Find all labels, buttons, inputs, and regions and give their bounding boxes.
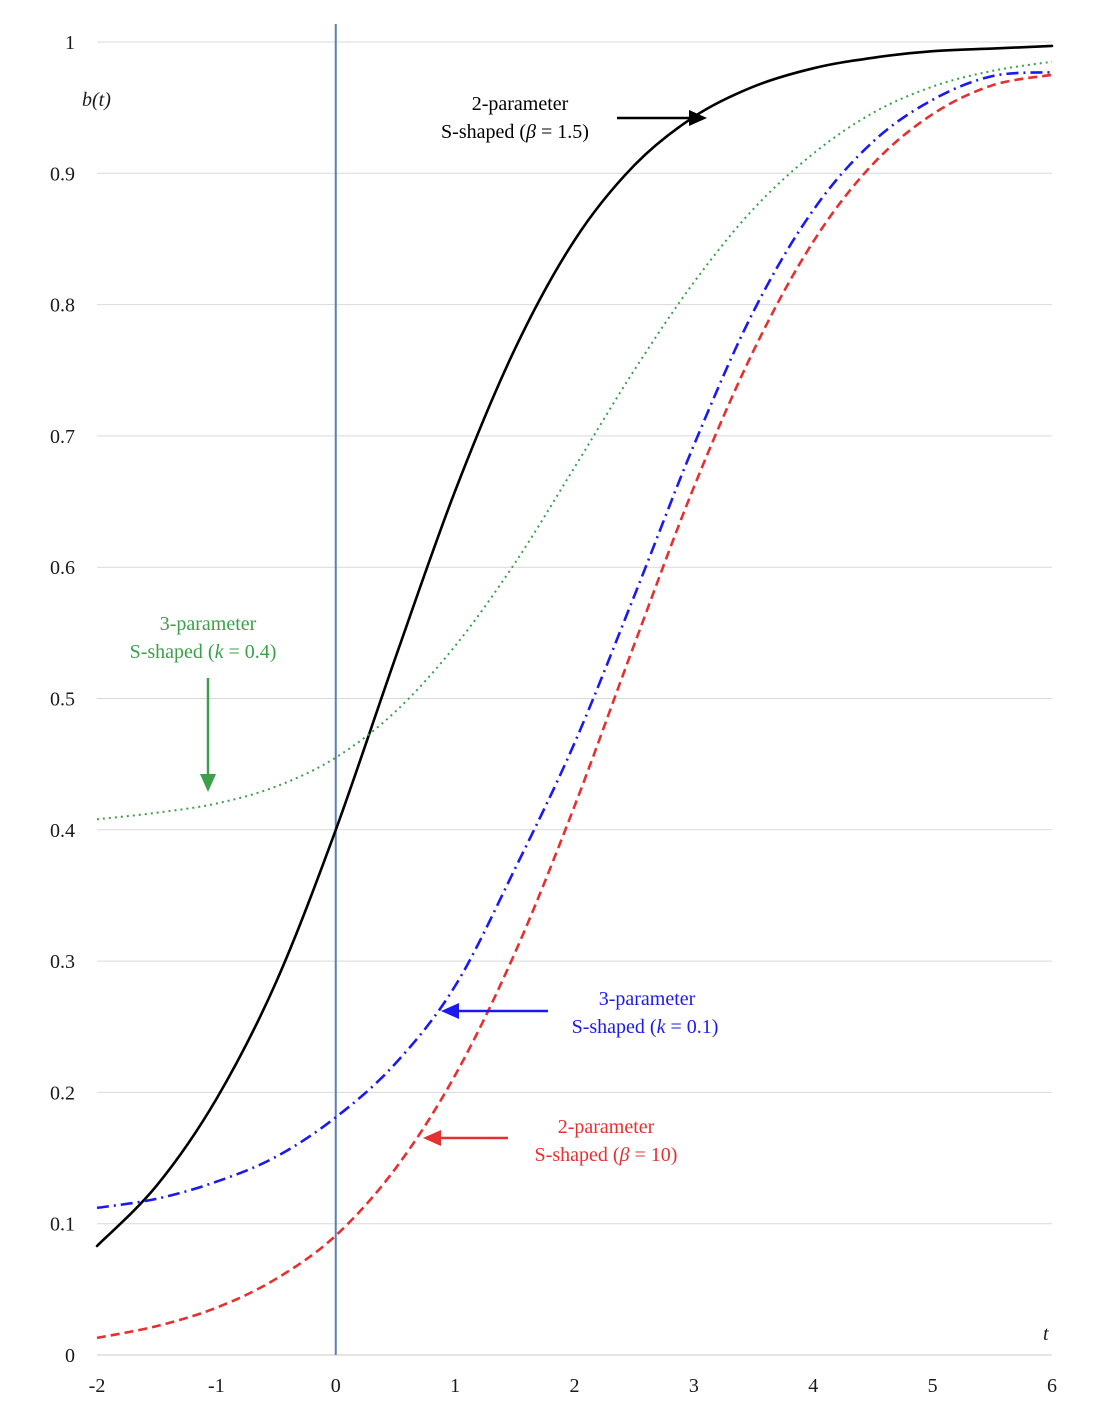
annotation-black: 2-parameter S-shaped (β = 1.5): [441, 93, 707, 143]
y-tick-label: 0.9: [50, 163, 75, 185]
series-black-solid: [95, 44, 1054, 1248]
x-tick-label: 0: [331, 1375, 341, 1397]
y-axis-ticks: 0 0.1 0.2 0.3 0.4 0.5 0.6 0.7 0.8 0.9 1: [50, 32, 75, 1367]
y-tick-label: 0.2: [50, 1082, 75, 1104]
annotation-red-line2: S-shaped (β = 10): [535, 1144, 678, 1166]
annotation-green: 3-parameter S-shaped (k = 0.4): [130, 613, 277, 792]
y-tick-label: 0.6: [50, 557, 75, 579]
x-tick-label: 3: [689, 1375, 699, 1397]
annotation-red: 2-parameter S-shaped (β = 10): [423, 1116, 677, 1166]
annotation-red-line1: 2-parameter: [558, 1116, 655, 1138]
x-tick-label: 4: [808, 1375, 818, 1397]
y-tick-label: 0.7: [50, 426, 75, 448]
y-axis-label: b(t): [82, 89, 111, 111]
series-green-dotted: [96, 60, 1053, 821]
series-red-dashed: [96, 73, 1053, 1340]
series-blue-dashdot: [96, 70, 1053, 1210]
annotation-blue: 3-parameter S-shaped (k = 0.1): [441, 988, 718, 1038]
x-tick-label: 2: [570, 1375, 580, 1397]
y-tick-label: 0.5: [50, 689, 75, 711]
annotation-blue-line1: 3-parameter: [599, 988, 696, 1010]
series-layer: [95, 44, 1054, 1340]
x-tick-label: 5: [928, 1375, 938, 1397]
annotation-green-line2: S-shaped (k = 0.4): [130, 641, 277, 663]
grid: [97, 41, 1052, 1356]
annotation-blue-line2: S-shaped (k = 0.1): [572, 1016, 719, 1038]
y-tick-label: 1: [65, 32, 75, 54]
x-tick-label: -2: [89, 1375, 106, 1397]
x-tick-label: 1: [450, 1375, 460, 1397]
y-tick-label: 0.4: [50, 820, 75, 842]
x-axis-ticks: -2 -1 0 1 2 3 4 5 6: [89, 1375, 1057, 1397]
annotation-black-arrowhead: [689, 110, 707, 126]
y-tick-label: 0.3: [50, 951, 75, 973]
annotation-black-line1: 2-parameter: [472, 93, 569, 115]
x-tick-label: -1: [208, 1375, 225, 1397]
y-tick-label: 0.1: [50, 1214, 75, 1236]
x-axis-label: t: [1043, 1323, 1049, 1345]
annotation-green-line1: 3-parameter: [160, 613, 257, 635]
annotation-blue-arrowhead: [441, 1003, 459, 1019]
y-tick-label: 0.8: [50, 295, 75, 317]
annotation-black-line2: S-shaped (β = 1.5): [441, 121, 589, 143]
annotation-red-arrowhead: [423, 1130, 441, 1146]
annotation-green-arrowhead: [200, 774, 216, 792]
y-tick-label: 0: [65, 1345, 75, 1367]
x-tick-label: 6: [1047, 1375, 1057, 1397]
